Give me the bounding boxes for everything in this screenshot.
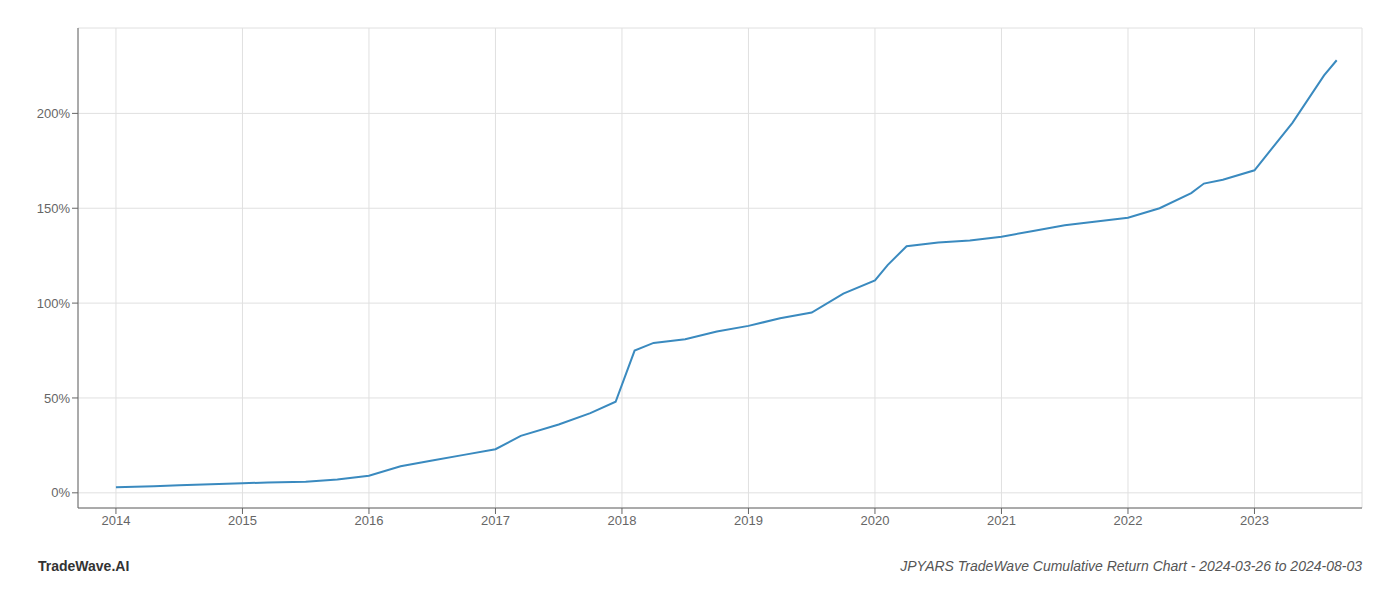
- svg-text:2016: 2016: [354, 513, 383, 528]
- html-text:JPYARS TradeWave Cumulative Re: JPYARS TradeWave Cumulative Return Chart…: [900, 558, 1362, 574]
- svg-text:2022: 2022: [1114, 513, 1143, 528]
- svg-text:50%: 50%: [44, 391, 70, 406]
- html-text:TradeWave.AI: TradeWave.AI: [38, 558, 130, 574]
- svg-text:2019: 2019: [734, 513, 763, 528]
- svg-text:2023: 2023: [1240, 513, 1269, 528]
- svg-text:2015: 2015: [228, 513, 257, 528]
- svg-text:2020: 2020: [861, 513, 890, 528]
- svg-text:150%: 150%: [37, 201, 71, 216]
- svg-text:2014: 2014: [101, 513, 130, 528]
- svg-text:2018: 2018: [607, 513, 636, 528]
- svg-text:0%: 0%: [51, 485, 70, 500]
- svg-text:2021: 2021: [987, 513, 1016, 528]
- svg-text:100%: 100%: [37, 296, 71, 311]
- svg-text:200%: 200%: [37, 106, 71, 121]
- svg-text:2017: 2017: [481, 513, 510, 528]
